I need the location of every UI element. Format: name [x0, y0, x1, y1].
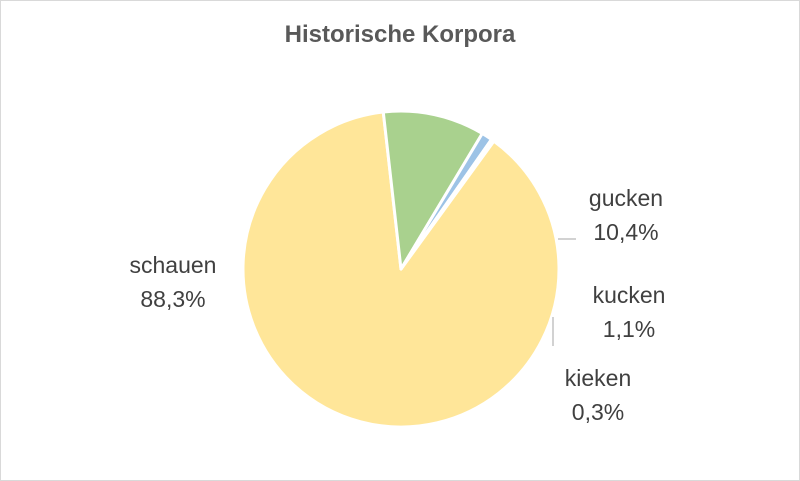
data-label-value-kucken: 1,1%: [603, 316, 655, 342]
data-label-value-kieken: 0,3%: [572, 399, 624, 425]
leader-lines: [552, 238, 576, 346]
data-label-value-gucken: 10,4%: [593, 219, 658, 245]
data-label-category-gucken: gucken: [589, 185, 663, 211]
data-label-category-kieken: kieken: [565, 365, 631, 391]
chart-title: Historische Korpora: [284, 21, 516, 48]
data-label-category-schauen: schauen: [130, 252, 217, 278]
data-label-category-kucken: kucken: [593, 282, 666, 308]
pie-slices: [241, 109, 561, 429]
pie-slice-kieken: [399, 137, 496, 271]
data-labels: schauen 88,3% gucken 10,4% kucken 1,1% kieken 0…: [130, 185, 666, 425]
pie-slice-gucken: [381, 109, 484, 271]
data-label-value-schauen: 88,3%: [140, 286, 205, 312]
